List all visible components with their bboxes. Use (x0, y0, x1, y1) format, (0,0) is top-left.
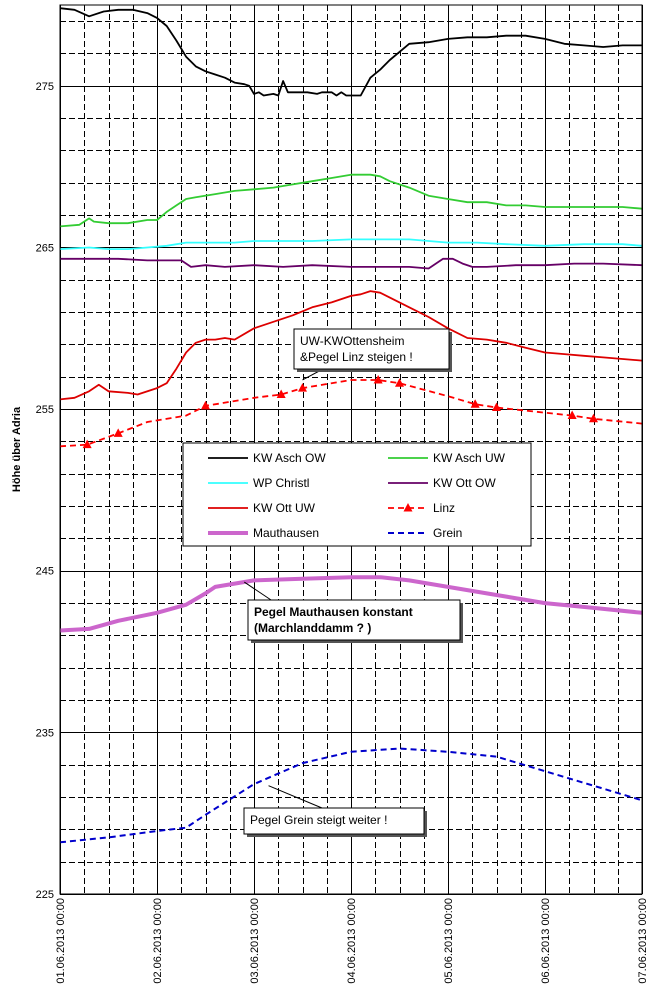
series-line-grein (59, 747, 643, 844)
y-tick-label: 245 (36, 566, 54, 578)
legend-box (182, 442, 532, 547)
x-tick-label: 02.06.2013 00:00 (152, 898, 164, 984)
y-tick-label: 235 (36, 727, 54, 739)
linz-marker (276, 389, 286, 399)
linz-marker (201, 400, 210, 410)
annotation-box (247, 599, 461, 641)
linz-marker (113, 428, 123, 437)
x-tick-labels: 01.06.2013 00:00 02.06.2013 00:00 03.06.20… (55, 898, 649, 984)
linz-marker (567, 410, 577, 420)
annotation-box (293, 328, 450, 370)
series-line-kw-asch-uw (59, 173, 643, 228)
plot-area (59, 4, 643, 895)
x-tick-label: 07.06.2013 00:00 (637, 898, 649, 984)
linz-marker (82, 439, 92, 449)
y-tick-label: 275 (36, 81, 54, 93)
annotation-text: &Pegel Linz steigen ! (300, 350, 413, 364)
legend-label: Mauthausen (253, 526, 319, 540)
series-line-mauthausen (59, 575, 643, 633)
legend-label: KW Asch OW (253, 451, 326, 465)
x-tick-label: 04.06.2013 00:00 (346, 898, 358, 984)
series-lines (59, 7, 643, 844)
legend-marker (403, 503, 413, 512)
y-tick-label: 225 (36, 889, 54, 901)
x-tick-label: 03.06.2013 00:00 (249, 898, 261, 984)
x-tick-label: 01.06.2013 00:00 (55, 898, 67, 984)
linz-marker (395, 378, 404, 387)
linz-marker (298, 383, 307, 392)
linz-marker (492, 402, 501, 411)
legend-label: KW Ott UW (253, 501, 316, 515)
legend-label: KW Ott OW (433, 476, 496, 490)
series-line-linz (59, 379, 643, 448)
series-line-kw-ott-ow (60, 257, 643, 270)
y-tick-label: 265 (36, 242, 54, 254)
y-tick-label: 255 (36, 404, 54, 416)
series-line-wp-christl (59, 238, 643, 251)
legend-label: Linz (433, 501, 455, 515)
annotation-text: Pegel Grein steigt weiter ! (250, 813, 387, 827)
annotation-leader (268, 785, 323, 809)
annotation-text: (Marchlanddamm ? ) (254, 621, 371, 635)
linz-marker (589, 413, 598, 423)
y-axis-label: Höhe über Adria (11, 406, 23, 492)
annotation-text: Pegel Mauthausen konstant (254, 605, 413, 619)
y-tick-labels: 225 235 245 255 265 275 (36, 81, 54, 901)
series-line-kw-ott-uw (59, 290, 643, 401)
annotation-text: UW-KWOttensheim (300, 334, 404, 348)
legend-label: Grein (433, 526, 462, 540)
x-tick-label: 05.06.2013 00:00 (443, 898, 455, 984)
x-tick-label: 06.06.2013 00:00 (540, 898, 552, 984)
series-line-kw-asch-ow (59, 7, 642, 97)
annotations: UW-KWOttensheim&Pegel Linz steigen ! Pege… (243, 328, 463, 837)
legend-label: KW Asch UW (433, 451, 506, 465)
legend: KW Asch OW KW Asch UW WP Christl KW Ott OW K… (182, 442, 532, 547)
legend-label: WP Christl (253, 476, 309, 490)
linz-marker (373, 374, 383, 384)
linz-marker (470, 399, 480, 408)
annotation-box (243, 807, 425, 835)
